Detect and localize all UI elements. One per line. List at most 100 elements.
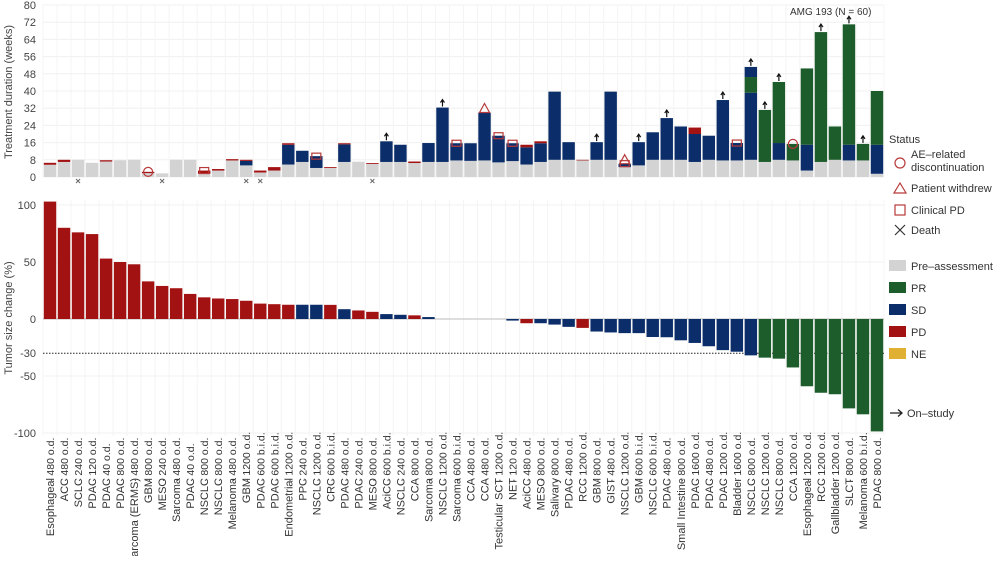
- duration-segment-sd: [394, 144, 407, 162]
- tumor-type-label: PDAC: [269, 478, 281, 509]
- duration-segment-pre: [422, 161, 435, 177]
- dose-label: · 1200 o.d.: [578, 432, 590, 482]
- duration-segment-pd: [57, 159, 71, 162]
- legend-status-title: Status: [889, 134, 921, 146]
- duration-segment-pd: [520, 144, 533, 148]
- dose-label: · 600 b.i.d.: [858, 432, 870, 482]
- duration-segment-pre: [141, 173, 155, 177]
- duration-segment-pre: [57, 161, 71, 177]
- duration-segment-sd: [800, 144, 814, 171]
- duration-segment-pre: [226, 160, 239, 177]
- tumor-change-bar-sd: [730, 319, 744, 352]
- duration-segment-pr: [856, 143, 870, 161]
- patient-withdrew-marker: [478, 102, 491, 114]
- dose-label: · 480 o.d.: [171, 438, 183, 482]
- duration-segment-pre: [310, 167, 323, 177]
- chart-title: AMG 193 (N = 60): [790, 7, 871, 18]
- tumor-type-label: NSCLC: [199, 478, 211, 515]
- on-study-arrow: [383, 132, 389, 141]
- dose-label: · 1200 o.d.: [494, 432, 506, 482]
- duration-segment-sd: [870, 144, 884, 174]
- tumor-type-label: Sarcoma: [451, 477, 463, 522]
- legend-on-study-label: On–study: [907, 408, 955, 420]
- tumor-change-bar-sd: [548, 319, 561, 325]
- tumor-change-bar-sd: [562, 319, 575, 327]
- legend: Status AE–related discontinuation Patien…: [889, 134, 993, 420]
- duration-segment-sd: [296, 150, 309, 162]
- duration-y-axis: 0 8 16 24 32 40 48 56 64 72 80: [24, 0, 36, 184]
- legend-sd-label: SD: [911, 305, 926, 317]
- duration-segment-sd: [506, 143, 519, 162]
- tumor-type-label: Salivary: [550, 478, 562, 518]
- dose-label: · 800 o.d.: [592, 438, 604, 482]
- duration-segment-sd: [380, 141, 393, 162]
- tumor-change-bar-sd: [310, 304, 323, 319]
- change-tick-label: -50: [20, 371, 36, 383]
- tumor-change-bar-pr: [800, 319, 814, 387]
- dose-label: · 1200 o.d.: [718, 432, 730, 482]
- dose-label: · 1200 o.d.: [283, 432, 295, 482]
- duration-segment-sd: [240, 160, 253, 166]
- tumor-type-label: Sarcoma: [171, 477, 183, 522]
- duration-segment-pre: [674, 159, 687, 177]
- tumor-change-bar-sd: [590, 319, 603, 332]
- duration-segment-pre: [548, 159, 561, 177]
- tumor-type-label: Melanoma: [858, 477, 870, 529]
- duration-segment-pre: [772, 159, 786, 177]
- clinical-pd-marker: [493, 132, 504, 140]
- legend-ae-label-2: discontinuation: [911, 162, 984, 174]
- legend-pre-label: Pre–assessment: [911, 261, 993, 273]
- tumor-change-bar-pd: [197, 297, 211, 319]
- duration-segment-pr: [744, 77, 758, 93]
- duration-segment-pd: [240, 159, 253, 161]
- duration-segment-sd: [730, 143, 744, 161]
- tumor-type-label: NSCLC: [746, 478, 758, 515]
- duration-segment-sd: [772, 143, 786, 160]
- duration-segment-pre: [632, 165, 645, 177]
- clinical-pd-marker: [199, 166, 210, 175]
- dose-label: · 800 o.d.: [536, 438, 548, 482]
- duration-segment-sd: [604, 91, 617, 160]
- duration-segment-pre: [828, 159, 842, 177]
- dose-label: · 1200 o.d.: [788, 432, 800, 482]
- duration-segment-sd: [842, 144, 856, 161]
- duration-segment-pd: [408, 161, 421, 164]
- duration-segment-pre: [366, 163, 379, 177]
- legend-pd-label: PD: [911, 327, 926, 339]
- duration-segment-pre: [408, 163, 421, 177]
- dose-label: · 1200 o.d.: [802, 432, 814, 482]
- tumor-change-bar-sd: [338, 309, 351, 319]
- dose-label: · 40 o.d.: [101, 443, 113, 482]
- duration-segment-pre: [197, 173, 211, 177]
- tumor-change-bar-pd: [226, 299, 239, 319]
- tumor-change-bar-pr: [786, 319, 800, 368]
- duration-segment-sd: [618, 163, 631, 168]
- duration-segment-pre: [282, 164, 295, 177]
- duration-segment-sd: [450, 143, 463, 161]
- duration-segment-pre: [730, 160, 744, 177]
- ae-discontinuation-marker: [787, 138, 798, 149]
- tumor-type-label: Small Intestine: [676, 478, 688, 550]
- dose-label: · 480 o.d.: [129, 438, 141, 482]
- tumor-change-bar-pr: [856, 319, 870, 415]
- on-study-arrow: [776, 72, 782, 81]
- change-tick-label: 100: [18, 200, 36, 212]
- tumor-change-bar-pd: [408, 315, 421, 319]
- tumor-change-bar-pd: [43, 201, 57, 319]
- tumor-change-bar-pd: [99, 258, 113, 319]
- duration-segment-pre: [646, 159, 659, 177]
- duration-segment-pre: [127, 159, 141, 177]
- duration-segment-pre: [870, 173, 884, 177]
- tumor-change-bar-pd: [127, 264, 141, 319]
- duration-segment-pre: [212, 170, 225, 177]
- tumor-type-label: Testicular SCT: [494, 478, 506, 550]
- dose-label: · 800 o.d.: [367, 438, 379, 482]
- on-study-arrow: [860, 134, 866, 143]
- duration-segment-pre: [99, 161, 113, 177]
- duration-tick-label: 80: [24, 0, 36, 12]
- clinical-pd-marker: [507, 139, 518, 147]
- dose-label: · 800 o.d.: [143, 438, 155, 482]
- clinical-pd-marker: [311, 152, 322, 160]
- patient-labels: Esophageal· 480 o.d.ACC· 480 o.d.SCLC· 2…: [45, 432, 884, 561]
- tumor-change-bar-pr: [870, 319, 884, 432]
